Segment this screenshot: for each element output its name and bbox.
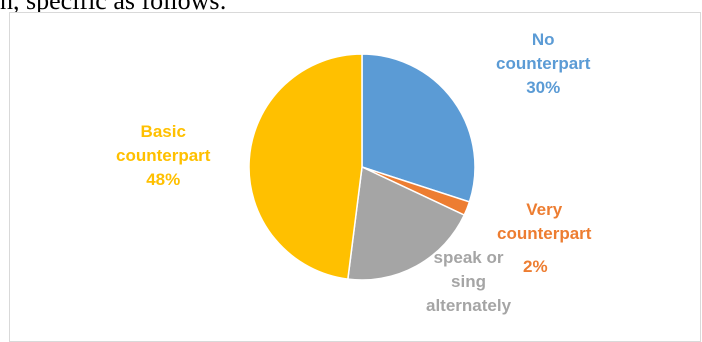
data-label-line: counterpart: [116, 144, 210, 168]
data-label-line: 48%: [116, 168, 210, 192]
data-label-line: Very: [497, 198, 591, 222]
data-label-very-counterpart: Very counterpart: [497, 198, 591, 246]
data-label-very-counterpart-percent: 2%: [523, 255, 548, 279]
pie-slice-basic-counterpart: [249, 54, 362, 279]
pie-chart: [0, 0, 702, 324]
data-label-line: counterpart: [496, 52, 590, 76]
data-label-line: 30%: [496, 76, 590, 100]
data-label-line: alternately: [426, 294, 511, 318]
data-label-line: sing: [426, 270, 511, 294]
data-label-line: speak or: [426, 246, 511, 270]
data-label-line: Basic: [116, 120, 210, 144]
data-label-line: No: [496, 28, 590, 52]
data-label-speak-or-sing: speak or sing alternately: [426, 246, 511, 318]
data-label-line: counterpart: [497, 222, 591, 246]
data-label-no-counterpart: No counterpart 30%: [496, 28, 590, 100]
data-label-basic-counterpart: Basic counterpart 48%: [116, 120, 210, 192]
